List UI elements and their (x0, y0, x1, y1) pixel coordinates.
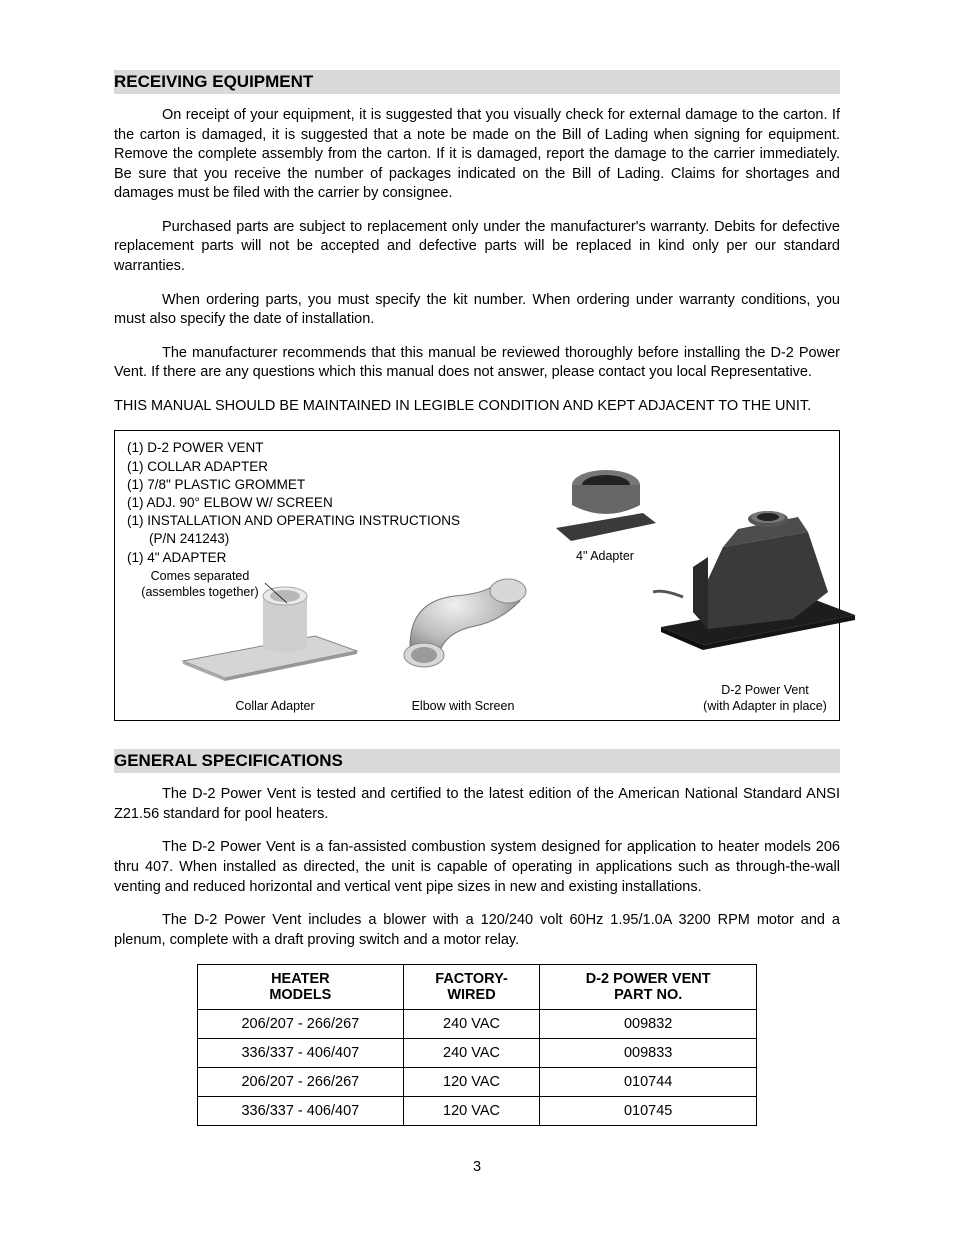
para-receiving-3: When ordering parts, you must specify th… (114, 291, 840, 330)
th-line: WIRED (447, 987, 495, 1003)
page-number: 3 (0, 1159, 954, 1175)
cell-wired: 240 VAC (403, 1010, 540, 1039)
power-vent-image (653, 497, 863, 652)
cell-partno: 010745 (540, 1097, 757, 1126)
elbow-screen-icon (380, 561, 530, 681)
label-elbow-screen: Elbow with Screen (393, 699, 533, 715)
th-line: D-2 POWER VENT (586, 971, 711, 987)
section-header-general-specs: GENERAL SPECIFICATIONS (114, 749, 840, 773)
cell-models: 206/207 - 266/267 (198, 1068, 404, 1097)
adapter-4in-image (551, 453, 661, 545)
table-row: 206/207 - 266/267 240 VAC 009832 (198, 1010, 757, 1039)
collar-adapter-icon (175, 566, 365, 681)
th-line: PART NO. (614, 987, 682, 1003)
para-receiving-1: On receipt of your equipment, it is sugg… (114, 106, 840, 204)
th-line: FACTORY- (435, 971, 508, 987)
collar-adapter-image (175, 566, 365, 681)
cell-wired: 120 VAC (403, 1068, 540, 1097)
cell-models: 336/337 - 406/407 (198, 1039, 404, 1068)
parts-list-item: (1) D-2 POWER VENT (127, 439, 827, 457)
cell-wired: 240 VAC (403, 1039, 540, 1068)
col-heater-models: HEATER MODELS (198, 965, 404, 1010)
th-line: HEATER (271, 971, 330, 987)
cell-models: 206/207 - 266/267 (198, 1010, 404, 1039)
cell-partno: 010744 (540, 1068, 757, 1097)
table-header-row: HEATER MODELS FACTORY- WIRED D-2 POWER V… (198, 965, 757, 1010)
cell-wired: 120 VAC (403, 1097, 540, 1126)
spec-table: HEATER MODELS FACTORY- WIRED D-2 POWER V… (197, 964, 757, 1126)
para-spec-3: The D-2 Power Vent includes a blower wit… (114, 911, 840, 950)
col-part-no: D-2 POWER VENT PART NO. (540, 965, 757, 1010)
th-line: MODELS (269, 987, 331, 1003)
table-row: 206/207 - 266/267 120 VAC 010744 (198, 1068, 757, 1097)
para-receiving-4: The manufacturer recommends that this ma… (114, 344, 840, 383)
label-power-vent: D-2 Power Vent (with Adapter in place) (675, 683, 855, 714)
label-collar-adapter: Collar Adapter (215, 699, 335, 715)
para-receiving-2: Purchased parts are subject to replaceme… (114, 218, 840, 277)
elbow-screen-image (380, 561, 530, 681)
parts-list-item: (1) COLLAR ADAPTER (127, 458, 827, 476)
parts-list-item: (1) 7/8" PLASTIC GROMMET (127, 476, 827, 494)
adapter-4in-icon (551, 453, 661, 545)
para-spec-1: The D-2 Power Vent is tested and certifi… (114, 785, 840, 824)
cell-partno: 009833 (540, 1039, 757, 1068)
table-row: 336/337 - 406/407 120 VAC 010745 (198, 1097, 757, 1126)
parts-diagram-box: (1) D-2 POWER VENT (1) COLLAR ADAPTER (1… (114, 430, 840, 721)
power-vent-icon (653, 497, 863, 652)
para-spec-2: The D-2 Power Vent is a fan-assisted com… (114, 838, 840, 897)
para-manual-notice: THIS MANUAL SHOULD BE MAINTAINED IN LEGI… (114, 397, 840, 417)
label-4in-adapter: 4" Adapter (555, 549, 655, 565)
section-header-receiving: RECEIVING EQUIPMENT (114, 70, 840, 94)
label-power-vent-l1: D-2 Power Vent (675, 683, 855, 699)
col-factory-wired: FACTORY- WIRED (403, 965, 540, 1010)
table-row: 336/337 - 406/407 240 VAC 009833 (198, 1039, 757, 1068)
label-power-vent-l2: (with Adapter in place) (675, 699, 855, 715)
cell-models: 336/337 - 406/407 (198, 1097, 404, 1126)
cell-partno: 009832 (540, 1010, 757, 1039)
